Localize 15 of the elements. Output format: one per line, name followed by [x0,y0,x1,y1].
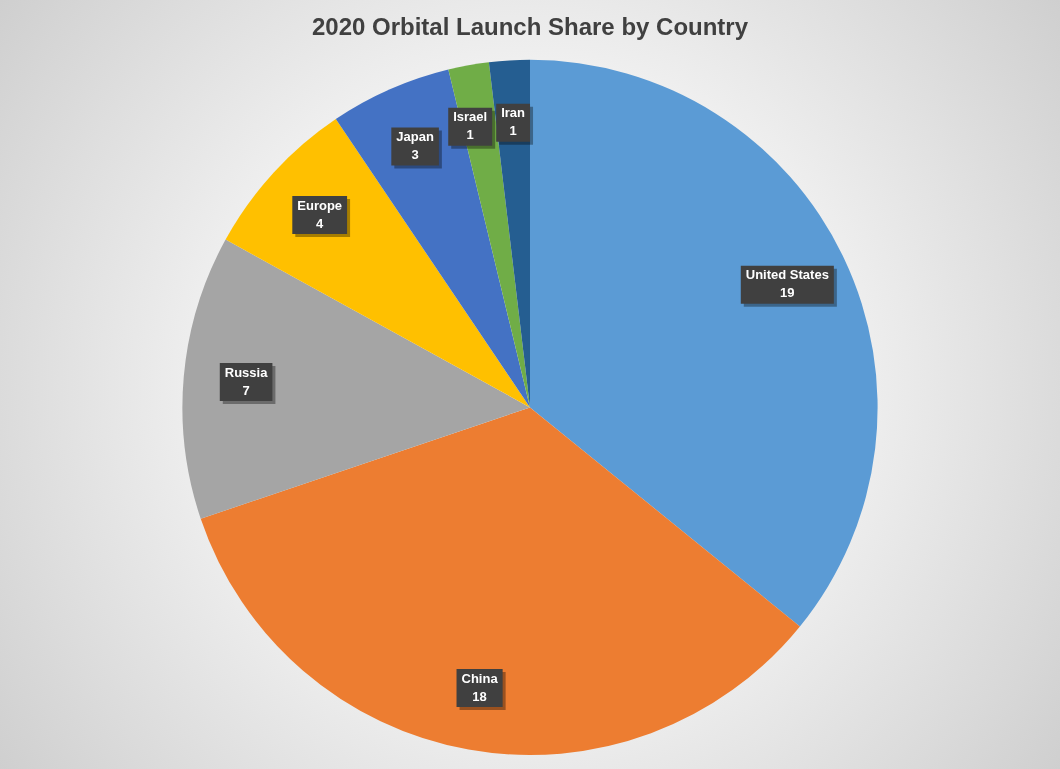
data-label: 19 [780,285,795,301]
data-label: 18 [472,688,487,704]
slice-label: Iran [501,105,526,121]
slice-label: United States [745,267,829,283]
slice-label: China [461,670,499,686]
slice-label: Russia [224,364,269,380]
slice-label: Japan [396,129,434,145]
data-label: 1 [509,123,517,139]
slice-label: Israel [453,109,488,125]
data-label: 3 [411,147,419,163]
data-label: 7 [242,382,250,398]
data-label: 4 [316,215,325,231]
data-label: 1 [466,127,474,143]
chart-title: 2020 Orbital Launch Share by Country [311,13,749,41]
slice-label: Europe [297,197,343,213]
